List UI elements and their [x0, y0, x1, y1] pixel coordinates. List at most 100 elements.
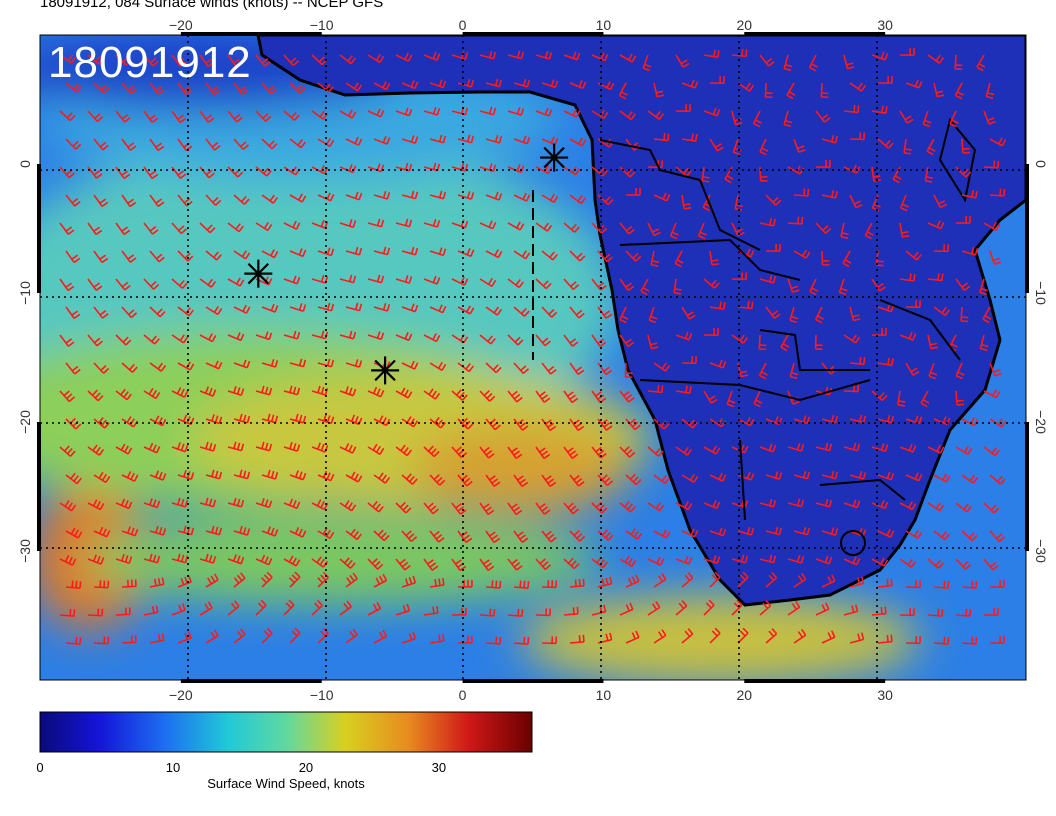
wind-barb	[289, 82, 306, 94]
wind-barb	[177, 250, 194, 262]
wind-barb	[675, 555, 693, 565]
wind-barb	[65, 636, 82, 646]
wind-barb	[821, 574, 836, 588]
wind-barb	[976, 54, 986, 72]
wind-barb	[731, 222, 745, 237]
wind-barb	[339, 54, 356, 65]
wind-barb	[569, 634, 585, 644]
wind-barb	[149, 415, 167, 427]
wind-barb	[513, 636, 530, 645]
wind-barb	[367, 386, 385, 398]
wind-barb	[871, 328, 887, 336]
wind-barb	[731, 599, 743, 616]
wind-barb	[681, 356, 697, 364]
wind-barb	[401, 360, 419, 370]
wind-barb	[905, 300, 921, 309]
wind-barb	[121, 250, 137, 263]
wind-barb	[205, 573, 219, 588]
wind-barb	[227, 497, 245, 508]
wind-barb	[451, 219, 469, 229]
wind-barb	[401, 631, 417, 644]
wind-barb	[541, 136, 559, 146]
wind-barb	[989, 474, 1006, 485]
wind-barb	[311, 499, 329, 511]
wind-barb	[283, 110, 300, 121]
wind-barb	[227, 385, 245, 396]
wind-barb	[395, 444, 413, 457]
wind-barb	[65, 580, 82, 590]
wind-barb	[681, 306, 696, 320]
wind-barb	[87, 334, 103, 347]
wind-barb	[737, 82, 755, 92]
wind-barb	[877, 138, 894, 149]
wind-barb	[783, 110, 793, 128]
wind-barb	[59, 500, 77, 512]
wind-barb	[899, 110, 914, 124]
wind-barb	[709, 571, 721, 588]
wind-barb	[871, 105, 888, 114]
wind-barb	[149, 633, 165, 644]
wind-barb	[401, 246, 419, 256]
wind-barb	[451, 607, 467, 616]
wind-barb	[317, 571, 329, 588]
wind-barb	[563, 222, 580, 233]
wind-barb	[205, 525, 223, 536]
wind-barb	[877, 414, 895, 424]
wind-barb	[703, 328, 719, 336]
wind-barb	[401, 473, 418, 485]
wind-barb	[289, 358, 307, 368]
wind-barb	[703, 107, 721, 117]
wind-barb	[513, 530, 529, 543]
wind-barb	[759, 600, 772, 616]
wind-barb	[171, 603, 186, 616]
wind-barb	[849, 194, 863, 209]
wind-barb	[87, 166, 103, 179]
wind-barb	[485, 474, 501, 487]
wind-barb	[289, 627, 301, 644]
wind-barb	[681, 418, 698, 429]
wind-barb	[149, 306, 166, 318]
wind-barb	[669, 222, 679, 240]
wind-barb	[339, 500, 357, 512]
wind-barb	[171, 166, 187, 179]
wind-barb	[423, 605, 439, 616]
wind-barb	[653, 573, 667, 588]
wind-barb	[423, 333, 441, 343]
wind-barb	[345, 628, 358, 644]
wind-barb	[317, 470, 335, 482]
wind-barb	[401, 575, 417, 588]
wind-barb	[673, 278, 682, 295]
wind-barb	[457, 362, 475, 373]
wind-barb	[653, 133, 670, 142]
wind-barb	[905, 529, 923, 540]
wind-barb	[283, 498, 301, 510]
wind-barb	[759, 54, 775, 67]
wind-barb	[65, 472, 82, 485]
wind-barb	[597, 418, 613, 431]
wind-barb	[619, 166, 636, 178]
wind-barb	[815, 222, 832, 234]
wind-barb	[703, 49, 720, 59]
wind-barb	[737, 417, 755, 427]
wind-barb	[920, 390, 930, 408]
wind-barb	[395, 275, 413, 284]
wind-barb	[177, 306, 194, 317]
wind-barb	[373, 629, 388, 644]
wind-barb	[933, 530, 950, 541]
wind-barb	[647, 446, 664, 457]
wind-barb	[149, 470, 167, 481]
wind-barb	[311, 219, 329, 229]
wind-barb	[171, 387, 189, 398]
wind-barb	[288, 571, 301, 588]
wind-barb	[171, 54, 187, 67]
wind-barb	[726, 390, 736, 408]
wind-barb	[255, 554, 273, 566]
wind-barb	[507, 221, 525, 231]
wind-barb	[787, 216, 804, 225]
wind-barb	[171, 553, 189, 564]
wind-barb	[843, 604, 859, 616]
wind-barb	[65, 194, 81, 207]
wind-barb	[703, 390, 718, 404]
wind-barb	[838, 278, 848, 296]
